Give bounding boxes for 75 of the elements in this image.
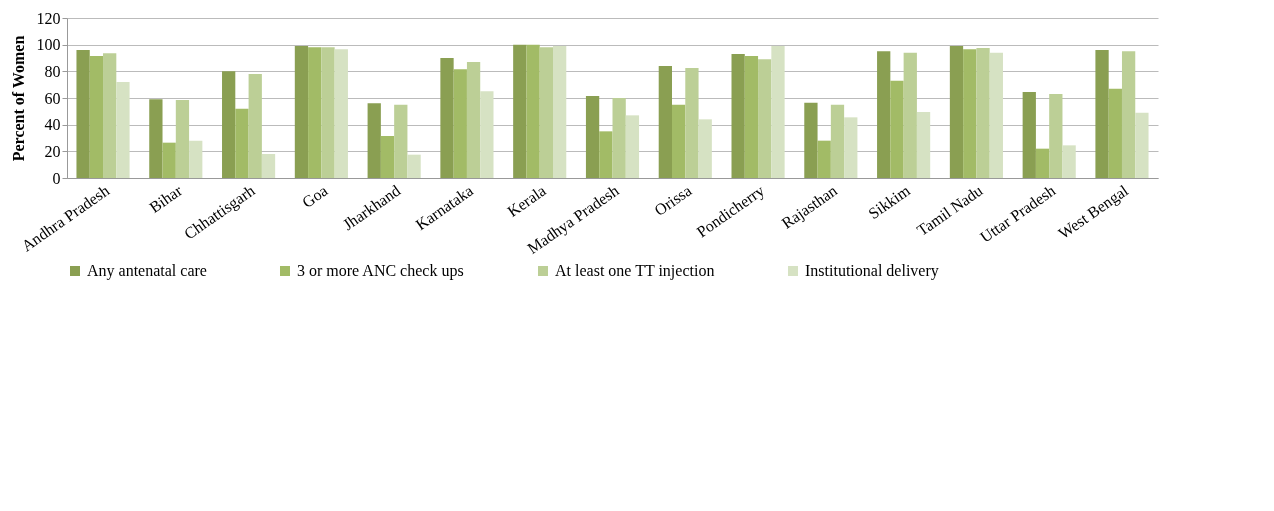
legend-label: 3 or more ANC check ups (297, 262, 464, 280)
bar (248, 74, 262, 178)
y-tick-label: 60 (44, 89, 61, 107)
bar (672, 104, 686, 178)
bar (321, 47, 335, 178)
bar (758, 59, 772, 178)
bar (394, 104, 408, 178)
bar (903, 52, 917, 178)
bar (989, 52, 1003, 178)
bar (380, 136, 395, 178)
bar (1121, 51, 1136, 178)
bar (294, 46, 309, 178)
bar (466, 62, 481, 178)
bar (731, 54, 745, 178)
bar (526, 44, 540, 178)
x-tick-label: Bihar (146, 181, 186, 216)
bar (453, 69, 467, 178)
y-tick-label: 100 (36, 36, 61, 54)
x-tick-label: Goa (298, 181, 331, 211)
bar (916, 112, 931, 178)
bar (976, 48, 990, 178)
bar (308, 47, 322, 178)
bar (261, 154, 276, 178)
bar (698, 119, 712, 178)
bar (685, 68, 699, 178)
x-tick-label: Orissa (651, 181, 695, 220)
bar (625, 115, 640, 178)
bar (553, 46, 567, 178)
bar (804, 102, 818, 178)
bar (1035, 148, 1050, 178)
bar (162, 142, 176, 178)
bar (440, 58, 454, 178)
y-tick-label: 20 (44, 142, 61, 160)
bar (817, 140, 831, 178)
bar (771, 46, 785, 178)
legend-label: Any antenatal care (87, 262, 207, 280)
bar (367, 103, 381, 178)
bar (175, 100, 190, 178)
bar (585, 96, 600, 178)
y-tick-label: 0 (52, 169, 61, 187)
y-tick-label: 40 (44, 116, 61, 134)
legend-label: At least one TT injection (555, 262, 715, 280)
bar (1108, 88, 1122, 178)
y-axis-title: Percent of Women (9, 35, 27, 162)
bar (334, 49, 348, 178)
bar (599, 131, 613, 178)
bar (235, 108, 249, 178)
bar (539, 47, 553, 178)
bar (877, 51, 891, 178)
bar (103, 53, 117, 178)
y-tick-label: 80 (44, 62, 61, 80)
bar (513, 44, 527, 178)
bar (189, 140, 203, 178)
bar (480, 91, 494, 178)
bar (949, 46, 964, 178)
bar (1135, 112, 1149, 178)
bar (830, 104, 845, 178)
bar (149, 99, 163, 178)
bar (1095, 50, 1109, 178)
bar (1049, 94, 1063, 178)
legend-label: Institutional delivery (805, 262, 939, 280)
bar (1062, 145, 1076, 178)
bar (1022, 92, 1036, 178)
bar (844, 117, 858, 178)
bar (612, 98, 626, 178)
bar (76, 50, 90, 178)
bar (963, 49, 977, 178)
bar (890, 80, 904, 178)
y-tick-label: 120 (36, 9, 61, 27)
bar (89, 56, 104, 178)
bar (222, 71, 236, 178)
bar (116, 82, 130, 178)
bar (658, 66, 672, 178)
bar (407, 154, 421, 178)
bar (744, 56, 759, 178)
